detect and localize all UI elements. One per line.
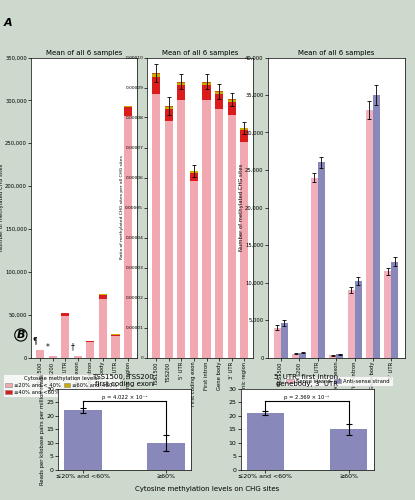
Bar [203, 82, 211, 85]
Text: A: A [4, 18, 13, 28]
Bar [240, 128, 248, 130]
Y-axis label: Number of methylated CHG sites: Number of methylated CHG sites [239, 164, 244, 251]
Bar [61, 314, 69, 316]
Text: ¶: ¶ [33, 336, 38, 345]
Bar [165, 106, 173, 107]
Bar [203, 100, 211, 358]
Bar [215, 91, 223, 92]
Bar [240, 130, 248, 141]
Bar [152, 94, 160, 358]
Bar [111, 336, 120, 357]
Bar [165, 107, 173, 109]
Bar [329, 355, 336, 358]
Bar [274, 328, 281, 358]
Text: B: B [17, 330, 25, 340]
Bar [311, 178, 318, 358]
Bar [86, 342, 95, 357]
Text: p = 2.369 × 10⁻³: p = 2.369 × 10⁻³ [284, 394, 330, 400]
Bar [227, 114, 236, 358]
Bar [49, 356, 57, 358]
Bar [215, 94, 223, 108]
Bar [111, 334, 120, 336]
Legend: ≤20% and < 40%, ≤40% and <60%, ≤60% and <80%, ≥80%: ≤20% and < 40%, ≤40% and <60%, ≤60% and … [2, 374, 120, 397]
Bar [124, 116, 132, 358]
Bar [152, 77, 160, 94]
Bar [292, 354, 299, 358]
Bar [99, 299, 107, 358]
Bar [61, 316, 69, 358]
Bar [74, 356, 82, 358]
Bar [124, 106, 132, 107]
Bar [227, 99, 236, 100]
Bar [147, 443, 185, 470]
Bar [36, 350, 44, 358]
Bar [240, 142, 248, 358]
Bar [190, 171, 198, 172]
Y-axis label: Reads per kilobase pairs per million reads: Reads per kilobase pairs per million rea… [40, 374, 45, 485]
Bar [227, 100, 236, 102]
Title: 5’ UTR, first intron,
genebody, 3’ UTR: 5’ UTR, first intron, genebody, 3’ UTR [274, 374, 340, 387]
Bar [190, 172, 198, 180]
Bar [227, 102, 236, 115]
Bar [354, 281, 361, 357]
Bar [177, 82, 186, 85]
Bar [330, 430, 367, 470]
Bar [152, 74, 160, 77]
Title: TSS1500, TSS200,
first coding exon: TSS1500, TSS200, first coding exon [93, 374, 156, 387]
Bar [391, 262, 398, 358]
Title: Mean of all 6 samples: Mean of all 6 samples [162, 50, 239, 56]
Bar [215, 92, 223, 94]
Y-axis label: Ratio of methylated CHG sites per all CHG sites: Ratio of methylated CHG sites per all CH… [120, 156, 124, 260]
Bar [384, 271, 391, 358]
Bar [348, 290, 354, 358]
Bar [177, 85, 186, 100]
Bar [373, 95, 380, 357]
Bar [190, 170, 198, 171]
Bar [165, 120, 173, 358]
Bar [203, 85, 211, 100]
Bar [99, 294, 107, 295]
Text: Cytosine methylation levels on CHG sites: Cytosine methylation levels on CHG sites [135, 486, 280, 492]
Legend: Sense strand, Anti-sense strand: Sense strand, Anti-sense strand [284, 376, 393, 386]
Bar [64, 410, 102, 470]
Y-axis label: Number of methylated CHG sites: Number of methylated CHG sites [0, 164, 4, 251]
Bar [215, 108, 223, 358]
Bar [281, 323, 288, 358]
Text: †: † [71, 342, 75, 351]
Bar [318, 162, 325, 358]
Title: Mean of all 6 samples: Mean of all 6 samples [46, 50, 122, 56]
Text: p = 4.022 × 10⁻⁴: p = 4.022 × 10⁻⁴ [102, 394, 147, 400]
Bar [152, 73, 160, 74]
Text: *: * [46, 343, 50, 352]
Bar [177, 100, 186, 358]
Bar [165, 109, 173, 120]
Bar [366, 110, 373, 358]
Bar [124, 107, 132, 116]
Bar [86, 341, 95, 342]
Bar [190, 180, 198, 358]
Bar [247, 413, 284, 470]
Title: Mean of all 6 samples: Mean of all 6 samples [298, 50, 374, 56]
Bar [99, 295, 107, 299]
Bar [336, 354, 343, 358]
Bar [299, 352, 306, 358]
